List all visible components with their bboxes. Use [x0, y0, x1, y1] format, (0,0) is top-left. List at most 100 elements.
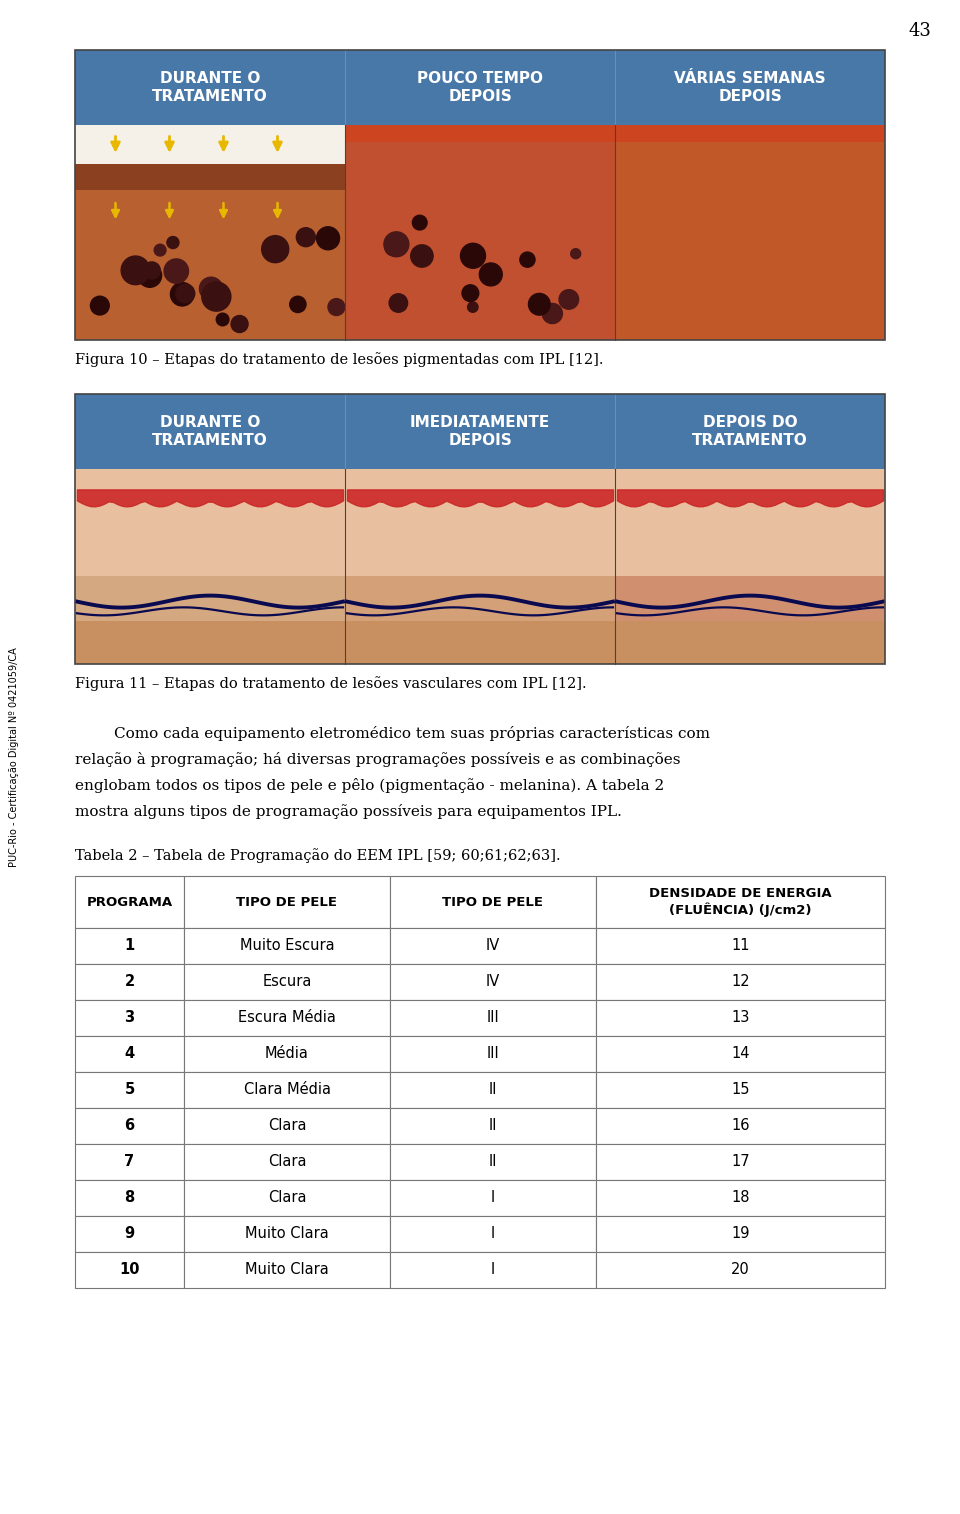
Text: 15: 15	[732, 1083, 750, 1098]
Bar	[75, 1108, 184, 1145]
Text: IMEDIATAMENTE
DEPOIS: IMEDIATAMENTE DEPOIS	[410, 415, 550, 448]
Bar	[75, 1001, 184, 1036]
Text: I: I	[491, 1226, 495, 1241]
Text: 14: 14	[732, 1046, 750, 1061]
Bar	[596, 1179, 885, 1216]
Circle shape	[176, 285, 195, 303]
Bar	[75, 394, 885, 469]
Text: Figura 11 – Etapas do tratamento de lesões vasculares com IPL [12].: Figura 11 – Etapas do tratamento de lesõ…	[75, 675, 587, 690]
Text: 12: 12	[732, 975, 750, 990]
Bar	[75, 126, 345, 164]
Circle shape	[155, 244, 166, 256]
Circle shape	[570, 248, 581, 259]
Circle shape	[468, 301, 478, 312]
Bar	[615, 126, 885, 341]
Bar	[184, 1252, 390, 1288]
Circle shape	[328, 298, 345, 315]
Text: Tabela 2 – Tabela de Programação do EEM IPL [59; 60;61;62;63].: Tabela 2 – Tabela de Programação do EEM …	[75, 848, 561, 863]
Text: Clara Média: Clara Média	[244, 1083, 330, 1098]
Bar	[184, 1145, 390, 1179]
Text: TIPO DE PELE: TIPO DE PELE	[236, 895, 338, 908]
Text: 17: 17	[732, 1155, 750, 1169]
Circle shape	[462, 285, 479, 301]
Text: englobam todos os tipos de pele e pêlo (pigmentação - melanina). A tabela 2: englobam todos os tipos de pele e pêlo (…	[75, 778, 664, 793]
Bar	[615, 469, 885, 577]
Text: III: III	[487, 1010, 499, 1025]
Text: mostra alguns tipos de programação possíveis para equipamentos IPL.: mostra alguns tipos de programação possí…	[75, 804, 622, 819]
Bar	[390, 877, 596, 928]
Bar	[75, 469, 345, 665]
Circle shape	[121, 256, 150, 285]
Text: 1: 1	[125, 939, 134, 954]
Circle shape	[413, 215, 427, 230]
Circle shape	[461, 244, 486, 268]
Text: Muito Clara: Muito Clara	[245, 1226, 329, 1241]
Bar	[596, 964, 885, 1001]
Text: Escura Média: Escura Média	[238, 1010, 336, 1025]
Bar	[75, 394, 885, 665]
Text: 16: 16	[732, 1119, 750, 1134]
Bar	[75, 877, 184, 928]
Bar	[596, 1252, 885, 1288]
Bar	[184, 1072, 390, 1108]
Text: 3: 3	[125, 1010, 134, 1025]
Bar	[390, 1145, 596, 1179]
Circle shape	[290, 297, 306, 312]
Bar	[596, 1108, 885, 1145]
Bar	[390, 1179, 596, 1216]
Text: Como cada equipamento eletromédico tem suas próprias características com: Como cada equipamento eletromédico tem s…	[75, 727, 710, 740]
Text: Clara: Clara	[268, 1155, 306, 1169]
Circle shape	[520, 251, 535, 266]
Circle shape	[389, 294, 408, 312]
Bar	[184, 877, 390, 928]
Text: 7: 7	[125, 1155, 134, 1169]
Bar	[596, 1145, 885, 1179]
Text: VÁRIAS SEMANAS
DEPOIS: VÁRIAS SEMANAS DEPOIS	[674, 71, 826, 104]
Text: III: III	[487, 1046, 499, 1061]
Circle shape	[202, 282, 231, 312]
Bar	[596, 928, 885, 964]
Circle shape	[164, 259, 188, 283]
Bar	[390, 928, 596, 964]
Bar	[390, 1001, 596, 1036]
Text: 4: 4	[125, 1046, 134, 1061]
Text: Muito Clara: Muito Clara	[245, 1263, 329, 1278]
Bar	[596, 1072, 885, 1108]
Circle shape	[231, 315, 248, 333]
Bar	[75, 964, 184, 1001]
Bar	[345, 126, 615, 142]
Bar	[184, 928, 390, 964]
Bar	[390, 1072, 596, 1108]
Bar	[75, 1216, 184, 1252]
Text: DEPOIS DO
TRATAMENTO: DEPOIS DO TRATAMENTO	[692, 415, 808, 448]
Text: Média: Média	[265, 1046, 309, 1061]
Bar	[75, 126, 345, 341]
Bar	[596, 877, 885, 928]
Text: Escura: Escura	[262, 975, 312, 990]
Text: 11: 11	[732, 939, 750, 954]
Bar	[596, 1216, 885, 1252]
Circle shape	[143, 262, 160, 279]
Bar	[390, 1036, 596, 1072]
Bar	[75, 621, 345, 665]
Text: PUC-Rio - Certificação Digital Nº 0421059/CA: PUC-Rio - Certificação Digital Nº 042105…	[9, 646, 19, 868]
Text: IV: IV	[486, 975, 500, 990]
Bar	[75, 1145, 184, 1179]
Circle shape	[317, 227, 340, 250]
Text: I: I	[491, 1263, 495, 1278]
Bar	[75, 50, 885, 341]
Circle shape	[559, 289, 579, 309]
Text: Muito Escura: Muito Escura	[240, 939, 334, 954]
Text: 13: 13	[732, 1010, 750, 1025]
Text: Figura 10 – Etapas do tratamento de lesões pigmentadas com IPL [12].: Figura 10 – Etapas do tratamento de lesõ…	[75, 351, 604, 366]
Bar	[615, 621, 885, 665]
Text: Clara: Clara	[268, 1119, 306, 1134]
Bar	[75, 1252, 184, 1288]
Text: 2: 2	[125, 975, 134, 990]
Text: relação à programação; há diversas programações possíveis e as combinações: relação à programação; há diversas progr…	[75, 752, 681, 768]
Bar	[184, 1108, 390, 1145]
Text: 8: 8	[125, 1190, 134, 1205]
Circle shape	[542, 303, 563, 324]
Circle shape	[167, 236, 179, 248]
Text: PROGRAMA: PROGRAMA	[86, 895, 173, 908]
